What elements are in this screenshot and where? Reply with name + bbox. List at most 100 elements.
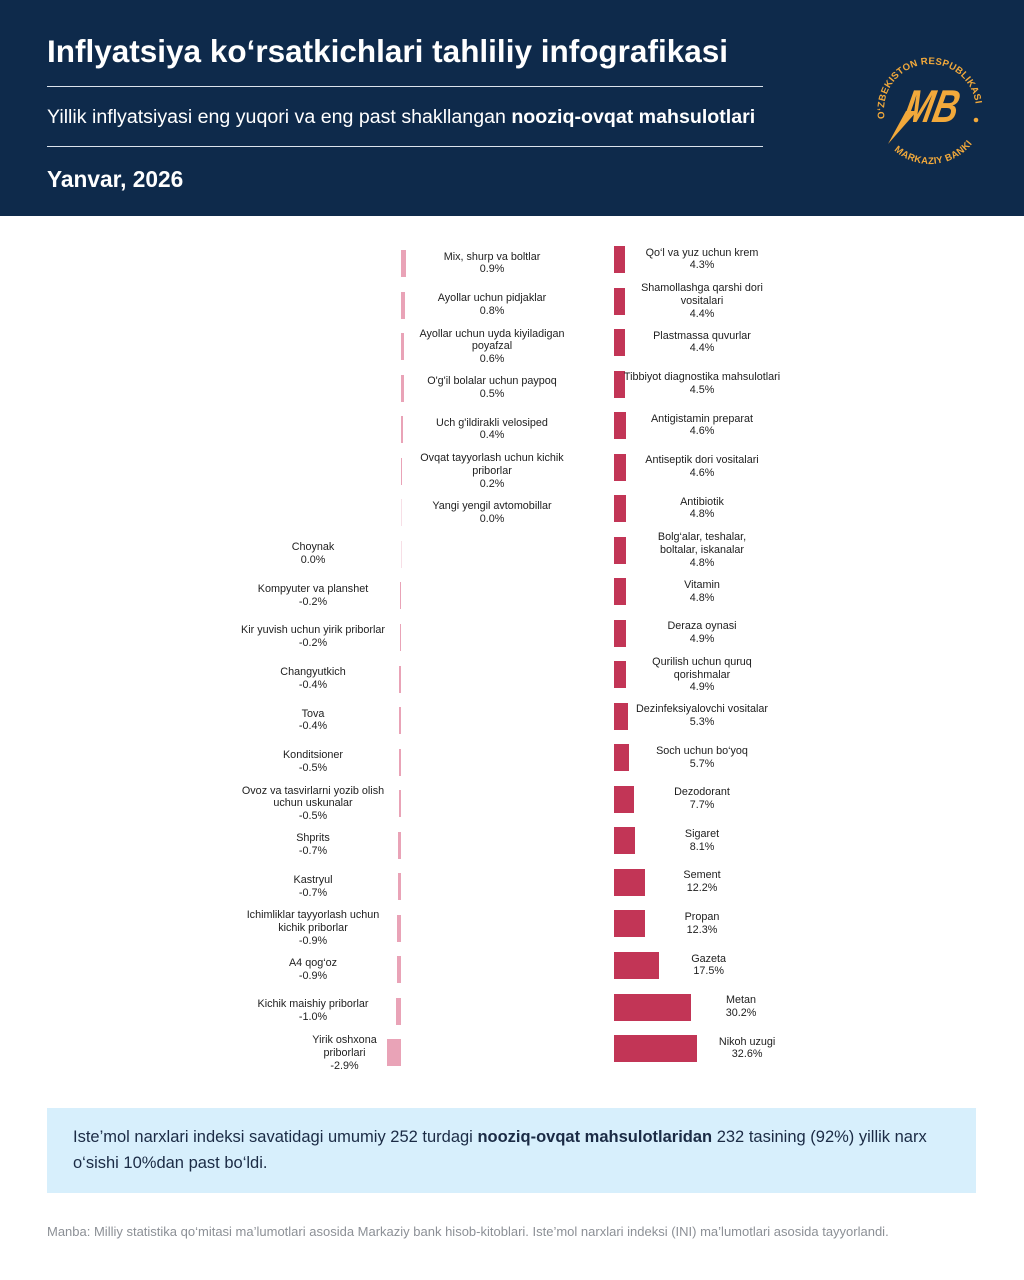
bar-label: Deraza oynasi 4.9% — [667, 620, 736, 646]
category-label: Sement — [683, 869, 721, 882]
summary-text: Iste’mol narxlari indeksi savatidagi umu… — [73, 1128, 478, 1146]
value-label: -0.9% — [298, 934, 328, 947]
value-label: 4.9% — [689, 681, 715, 694]
low-inflation-bar — [399, 707, 401, 735]
high-inflation-bar — [614, 661, 627, 689]
category-label: Plastmassa quvurlar — [653, 329, 751, 342]
value-label: 5.3% — [689, 716, 715, 729]
source-note: Manba: Milliy statistika qo‘mitasi ma’lu… — [47, 1224, 889, 1239]
value-label: 4.6% — [689, 467, 715, 480]
category-label: Dezodorant — [674, 786, 730, 799]
bar-label: Mix, shurp va boltlar 0.9% — [444, 251, 541, 277]
high-inflation-bar — [614, 453, 626, 481]
category-label: Soch uchun bo‘yoq — [656, 745, 748, 758]
high-inflation-bar — [614, 495, 627, 523]
bar-label: Ovqat tayyorlash uchun kichik priborlar 0… — [420, 452, 563, 490]
category-label: Ayollar uchun pidjaklar — [437, 292, 547, 305]
value-label: -2.9% — [330, 1059, 359, 1072]
value-label: 0.5% — [479, 388, 505, 401]
value-label: 0.6% — [479, 352, 505, 365]
category-label: Bolg‘alar, teshalar, boltalar, iskanalar — [657, 531, 747, 556]
low-inflation-bar — [401, 291, 405, 319]
value-label: -0.9% — [298, 969, 328, 982]
bar-label: Kompyuter va planshet -0.2% — [258, 583, 368, 609]
logo-monogram: MB — [900, 81, 965, 132]
category-label: O'g'il bolalar uchun paypoq — [427, 375, 557, 388]
value-label: 4.8% — [689, 591, 715, 604]
high-inflation-bar — [614, 619, 627, 647]
low-inflation-bar — [401, 416, 403, 444]
category-label: Tibbiyot diagnostika mahsulotlari — [623, 371, 781, 384]
value-label: -0.7% — [298, 886, 328, 899]
category-label: Shprits — [296, 832, 330, 845]
value-label: -0.4% — [298, 679, 328, 691]
high-inflation-bar — [614, 1035, 698, 1063]
bar-label: Choynak 0.0% — [292, 542, 335, 568]
value-label: 4.8% — [689, 508, 715, 521]
lowest-inflation-chart: Mix, shurp va boltlar 0.9% Ayollar uchun p… — [241, 250, 565, 1072]
low-inflation-bar — [397, 873, 401, 901]
category-label: Antigistamin preparat — [650, 412, 754, 425]
bar-label: Kir yuvish uchun yirik priborlar -0.2% — [241, 625, 385, 651]
page-subtitle: Yillik inflyatsiyasi eng yuqori va eng p… — [47, 105, 755, 129]
value-label: 4.6% — [689, 425, 715, 438]
bar-label: Ayollar uchun uyda kiyiladigan poyafzal 0… — [419, 327, 564, 365]
low-inflation-bar — [396, 914, 401, 942]
value-label: 8.1% — [689, 840, 715, 853]
category-label: Kir yuvish uchun yirik priborlar — [240, 624, 386, 637]
high-inflation-bar — [614, 412, 626, 440]
high-inflation-bar — [614, 868, 646, 896]
bar-label: Uch g'ildirakli velosiped 0.4% — [436, 417, 548, 443]
bar-label: Changyutkich -0.4% — [280, 666, 345, 692]
value-label: 0.9% — [479, 263, 505, 276]
category-label: Antiseptik dori vositalari — [645, 454, 759, 467]
bar-label: Yangi yengil avtomobillar 0.0% — [432, 500, 551, 526]
category-label: Sigaret — [684, 828, 720, 841]
high-inflation-bar — [614, 785, 634, 813]
bar-label: Shamollashga qarshi dori vositalari 4.4% — [641, 282, 763, 320]
report-date: Yanvar, 2026 — [47, 166, 184, 192]
category-label: Uch g'ildirakli velosiped — [436, 416, 548, 429]
value-label: -0.2% — [298, 637, 328, 650]
highest-inflation-chart: Qo‘l va yuz uchun krem 4.3% Shamollashga q… — [614, 246, 780, 1063]
bar-label: Propan 12.3% — [685, 911, 720, 937]
value-label: -0.2% — [298, 595, 328, 608]
low-inflation-bar — [396, 956, 401, 984]
logo-dot-icon — [973, 117, 979, 123]
category-label: Mix, shurp va boltlar — [443, 250, 541, 263]
value-label: 0.4% — [479, 429, 505, 442]
value-label: 4.3% — [689, 259, 715, 272]
value-label: 4.9% — [689, 633, 715, 646]
value-label: -1.0% — [298, 1011, 328, 1024]
value-label: 30.2% — [725, 1007, 757, 1020]
bar-label: Kastryul -0.7% — [293, 874, 332, 900]
value-label: 0.0% — [300, 554, 326, 567]
low-inflation-bar — [400, 623, 401, 651]
category-label: Kichik maishiy priborlar — [257, 998, 369, 1011]
high-inflation-bar — [614, 827, 635, 855]
low-inflation-bar — [401, 457, 402, 485]
bar-label: Soch uchun bo‘yoq 5.7% — [656, 745, 748, 771]
low-inflation-bar — [399, 665, 401, 693]
bar-label: Konditsioner -0.5% — [283, 749, 343, 775]
header-divider — [47, 86, 763, 87]
bar-label: Ichimliklar tayyorlash uchun kichik prib… — [247, 909, 380, 947]
high-inflation-bar — [614, 246, 625, 273]
bar-label: Antiseptik dori vositalari 4.6% — [645, 454, 758, 480]
bar-label: Qo‘l va yuz uchun krem 4.3% — [646, 247, 759, 273]
value-label: 4.5% — [689, 384, 715, 397]
value-label: -0.5% — [298, 810, 328, 823]
summary-callout: Iste’mol narxlari indeksi savatidagi umu… — [47, 1108, 976, 1193]
bar-label: Tibbiyot diagnostika mahsulotlari 4.5% — [624, 371, 780, 397]
summary-bold-text: nooziq-ovqat mahsulotlaridan — [477, 1128, 713, 1146]
value-label: 12.2% — [686, 882, 718, 895]
bar-label: Shprits -0.7% — [296, 832, 330, 858]
header-divider — [47, 146, 763, 147]
bar-label: Antibiotik 4.8% — [680, 496, 724, 522]
value-label: 17.5% — [693, 965, 724, 978]
category-label: Yangi yengil avtomobillar — [432, 500, 552, 512]
high-inflation-bar — [614, 370, 626, 398]
logo-lightning-tail-icon — [888, 111, 917, 144]
category-label: Ichimliklar tayyorlash uchun kichik prib… — [246, 909, 380, 934]
low-inflation-bar — [400, 582, 401, 610]
